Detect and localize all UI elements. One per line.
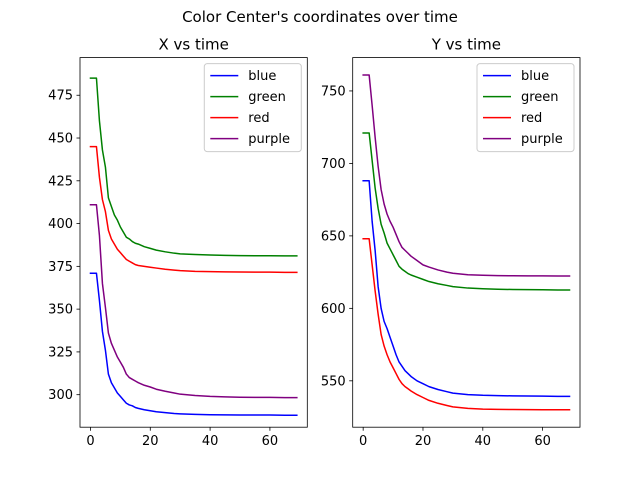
y-tick-label: 550 [321, 374, 346, 389]
y-tick-label: 375 [48, 260, 73, 275]
y-tick-label: 425 [48, 174, 73, 189]
series-line-green [362, 132, 571, 291]
legend-label-green: green [521, 90, 559, 105]
x-tick-label: 40 [475, 434, 492, 449]
legend-label-red: red [521, 111, 542, 126]
legend-label-purple: purple [521, 132, 563, 147]
y-tick-label: 400 [48, 217, 73, 232]
y-tick-label: 475 [48, 89, 73, 104]
legend-label-blue: blue [521, 69, 549, 84]
series-line-purple [89, 204, 298, 399]
figure-suptitle: Color Center's coordinates over time [182, 8, 458, 26]
x-tick-label: 20 [415, 434, 432, 449]
axes-x-vs-time-legend: blue green red purple [203, 63, 302, 153]
y-tick-label: 300 [48, 388, 73, 403]
series-line-blue [362, 180, 571, 398]
legend-frame [476, 63, 575, 153]
axes-x-vs-time-title: X vs time [158, 36, 228, 54]
x-tick-label: 0 [86, 434, 94, 449]
y-tick-label: 600 [321, 302, 346, 317]
axes-y-vs-time-title: Y vs time [431, 36, 501, 54]
y-tick-label: 450 [48, 132, 73, 147]
axes-y-vs-time-frame [352, 57, 581, 428]
legend-label-green: green [248, 90, 286, 105]
legend-label-blue: blue [248, 69, 276, 84]
y-tick-label: 750 [321, 84, 346, 99]
axes-x-vs-time-frame [79, 57, 308, 428]
series-line-red [362, 238, 571, 411]
series-line-blue [89, 272, 298, 416]
y-tick-label: 650 [321, 229, 346, 244]
axes-y-vs-time-legend: blue green red purple [476, 63, 575, 153]
x-tick-label: 20 [142, 434, 159, 449]
x-tick-label: 0 [359, 434, 367, 449]
series-line-green [89, 77, 298, 257]
series-line-red [89, 145, 298, 274]
y-tick-label: 700 [321, 157, 346, 172]
axes-x-vs-time: 0 20 40 60 300 325 350 375 400 425 450 475 X vs time… [48, 36, 308, 449]
x-tick-label: 60 [534, 434, 551, 449]
legend-frame [203, 63, 302, 153]
y-tick-label: 325 [48, 345, 73, 360]
legend-label-red: red [248, 111, 269, 126]
legend-label-purple: purple [248, 132, 290, 147]
x-tick-label: 40 [202, 434, 219, 449]
series-line-purple [362, 74, 571, 277]
y-tick-label: 350 [48, 303, 73, 318]
axes-y-vs-time: 0 20 40 60 550 600 650 700 750 Y vs time blue green… [321, 36, 581, 449]
x-tick-label: 60 [262, 434, 279, 449]
